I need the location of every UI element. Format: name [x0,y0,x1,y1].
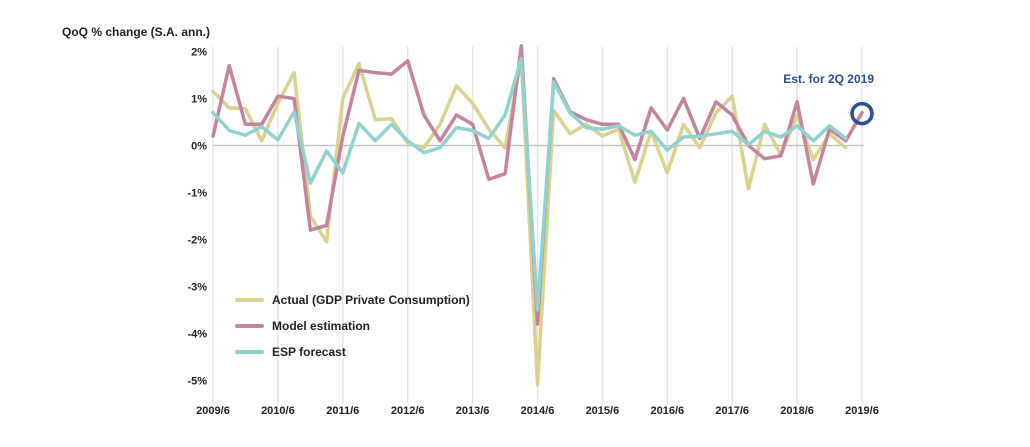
y-axis: 2% 1% 0% -1% -2% -3% -4% -5% [187,47,207,388]
x-tick-label: 2017/6 [715,405,749,417]
y-tick-label: -1% [187,188,207,200]
annotation-label: Est. for 2Q 2019 [783,72,874,86]
estimate-marker [850,101,874,126]
x-tick-label: 2015/6 [586,405,620,417]
x-tick-label: 2009/6 [196,405,230,417]
legend-label: Actual (GDP Private Consumption) [272,293,470,307]
annotation: Est. for 2Q 2019 [783,72,874,126]
x-tick-label: 2011/6 [326,405,359,417]
series-line-3 [211,56,848,312]
y-axis-title: QoQ % change (S.A. ann.) [62,25,210,39]
y-tick-label: 1% [191,94,207,106]
legend-label: Model estimation [272,319,370,333]
x-tick-label: 2016/6 [650,405,684,417]
x-axis: 2009/6 2010/6 2011/6 2012/6 2013/6 2014/6 2015… [196,405,879,417]
x-tick-label: 2014/6 [521,405,555,417]
series-lines [211,44,864,387]
y-tick-label: -3% [187,282,207,294]
legend: Actual (GDP Private Consumption) Model es… [235,293,470,359]
y-tick-label: 0% [191,141,207,153]
y-tick-label: -5% [187,376,207,388]
x-tick-label: 2010/6 [261,405,295,417]
y-tick-label: -2% [187,235,207,247]
x-tick-label: 2013/6 [456,405,490,417]
y-tick-label: -4% [187,329,207,341]
x-tick-label: 2018/6 [780,405,814,417]
x-tick-label: 2019/6 [845,405,879,417]
legend-label: ESP forecast [272,345,346,359]
x-tick-label: 2012/6 [391,405,425,417]
series-line-2 [211,44,864,326]
y-tick-label: 2% [191,47,207,59]
